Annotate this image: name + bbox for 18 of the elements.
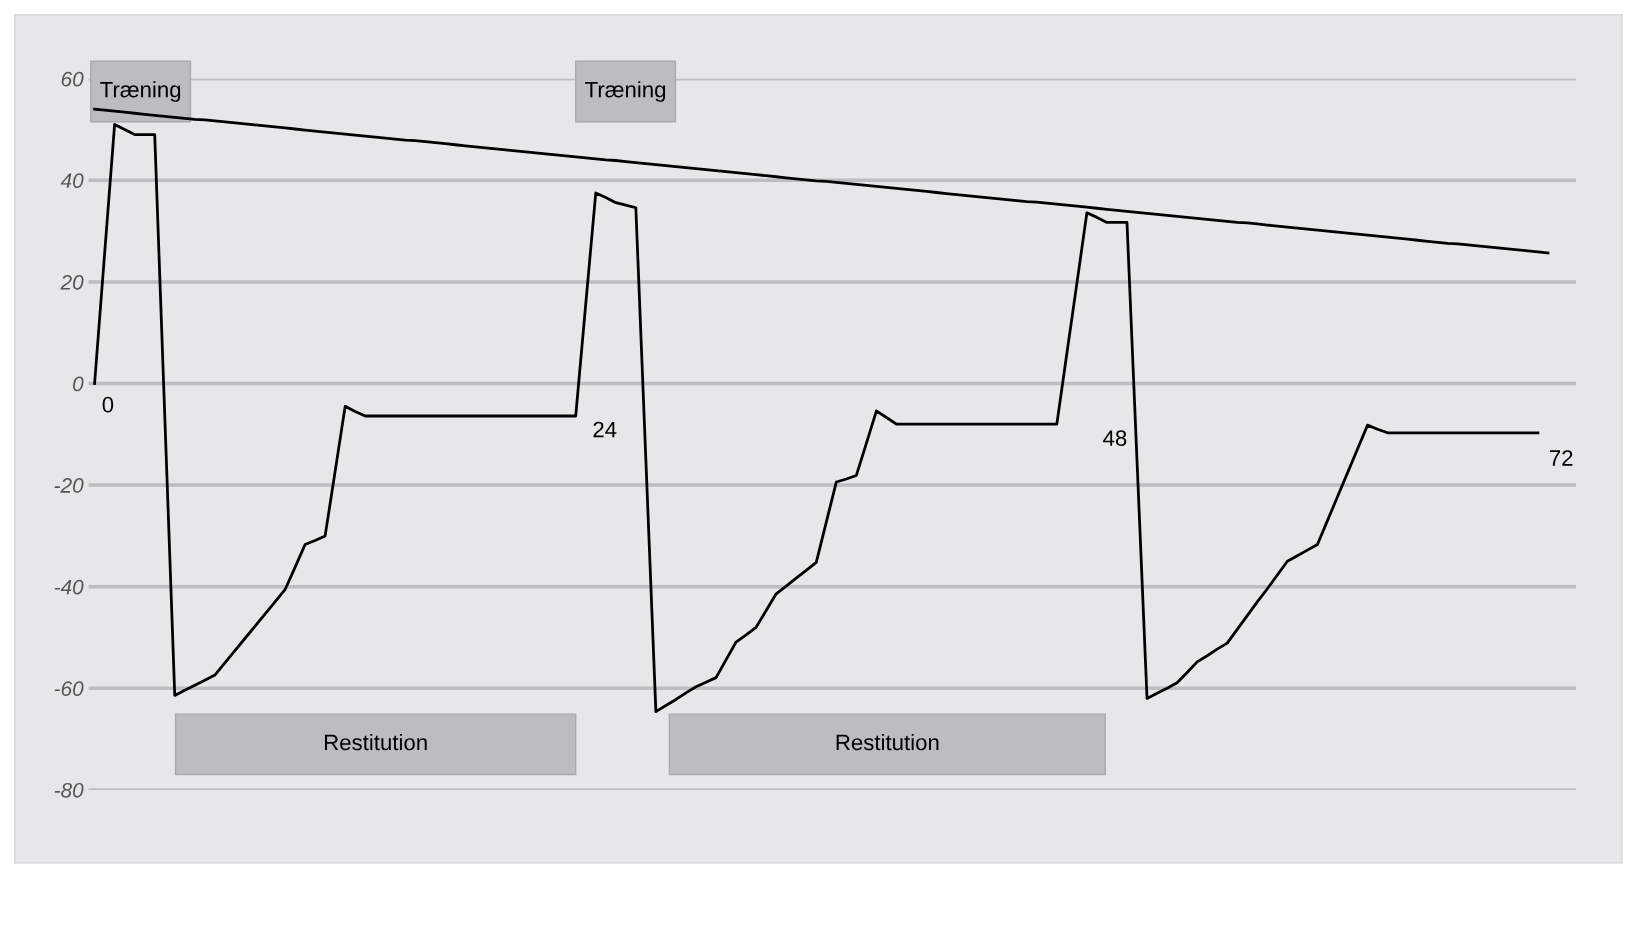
y-tick-label: -40: [54, 579, 84, 595]
line-series: [93, 123, 1540, 714]
annotation: Restitution: [836, 734, 939, 751]
line-series: [93, 107, 1550, 255]
y-tick-label: -80: [54, 782, 84, 798]
annotation: 24: [593, 421, 617, 438]
y-tick-label: 20: [60, 274, 84, 290]
y-tick-label: 60: [61, 71, 84, 87]
y-tick-label: -60: [54, 681, 84, 697]
annotation: Træning: [585, 81, 666, 102]
y-tick-label: -20: [54, 478, 84, 493]
annotation: Restitution: [324, 734, 427, 751]
annotation: 48: [1103, 430, 1127, 446]
y-tick-label: 40: [60, 173, 84, 189]
y-tick-label: 0: [73, 376, 84, 392]
annotation: 72: [1549, 450, 1573, 466]
annotation: Træning: [100, 81, 181, 102]
annotation: 0: [102, 396, 114, 413]
